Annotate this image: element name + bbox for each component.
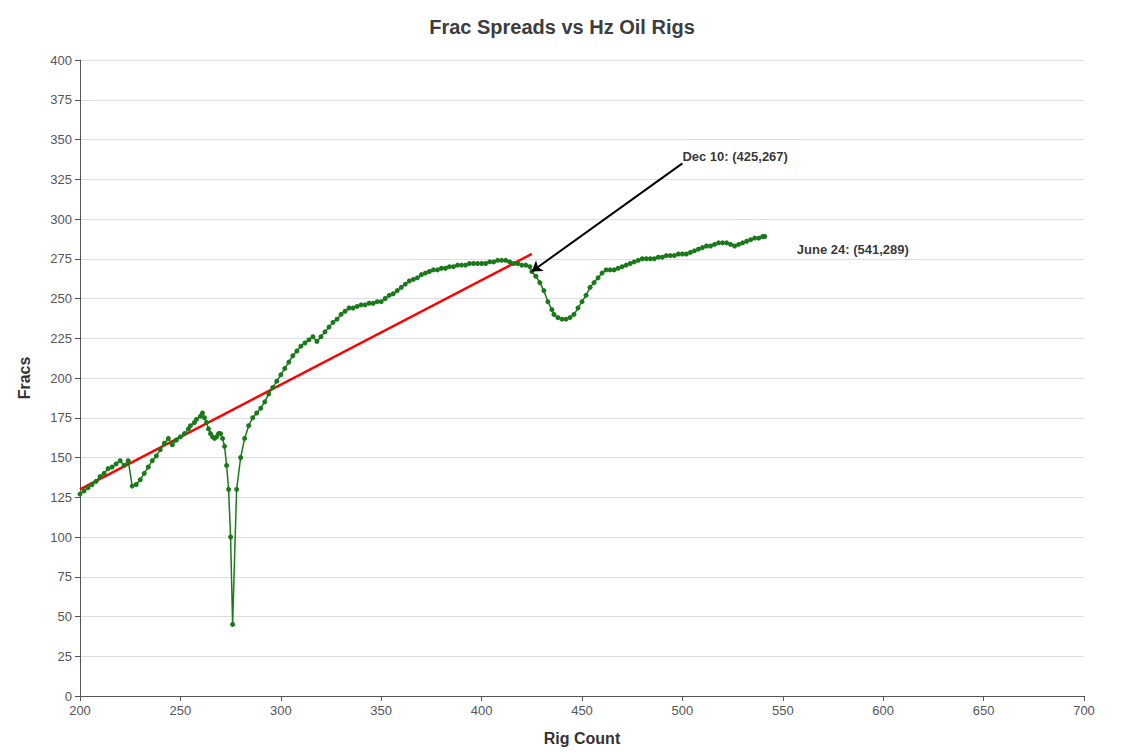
svg-text:Frac Spreads vs Hz Oil Rigs: Frac Spreads vs Hz Oil Rigs (429, 16, 695, 38)
svg-text:300: 300 (50, 212, 72, 227)
svg-text:450: 450 (571, 703, 593, 718)
svg-text:650: 650 (973, 703, 995, 718)
svg-text:125: 125 (50, 490, 72, 505)
svg-text:275: 275 (50, 251, 72, 266)
svg-text:200: 200 (69, 703, 91, 718)
svg-text:700: 700 (1073, 703, 1095, 718)
svg-text:100: 100 (50, 530, 72, 545)
svg-text:Rig Count: Rig Count (544, 730, 621, 747)
svg-text:175: 175 (50, 410, 72, 425)
svg-text:300: 300 (270, 703, 292, 718)
svg-text:350: 350 (370, 703, 392, 718)
svg-text:0: 0 (65, 689, 72, 704)
svg-text:400: 400 (471, 703, 493, 718)
svg-text:250: 250 (170, 703, 192, 718)
svg-text:150: 150 (50, 450, 72, 465)
svg-text:200: 200 (50, 371, 72, 386)
svg-text:75: 75 (58, 569, 72, 584)
svg-text:June 24: (541,289): June 24: (541,289) (797, 242, 909, 257)
svg-text:500: 500 (672, 703, 694, 718)
svg-text:25: 25 (58, 649, 72, 664)
svg-text:550: 550 (772, 703, 794, 718)
svg-text:Dec 10: (425,267): Dec 10: (425,267) (682, 149, 788, 164)
svg-text:350: 350 (50, 132, 72, 147)
svg-text:225: 225 (50, 331, 72, 346)
svg-text:600: 600 (872, 703, 894, 718)
svg-text:325: 325 (50, 172, 72, 187)
svg-text:50: 50 (58, 609, 72, 624)
svg-text:375: 375 (50, 92, 72, 107)
svg-text:Fracs: Fracs (16, 357, 33, 400)
svg-text:400: 400 (50, 53, 72, 68)
svg-text:250: 250 (50, 291, 72, 306)
